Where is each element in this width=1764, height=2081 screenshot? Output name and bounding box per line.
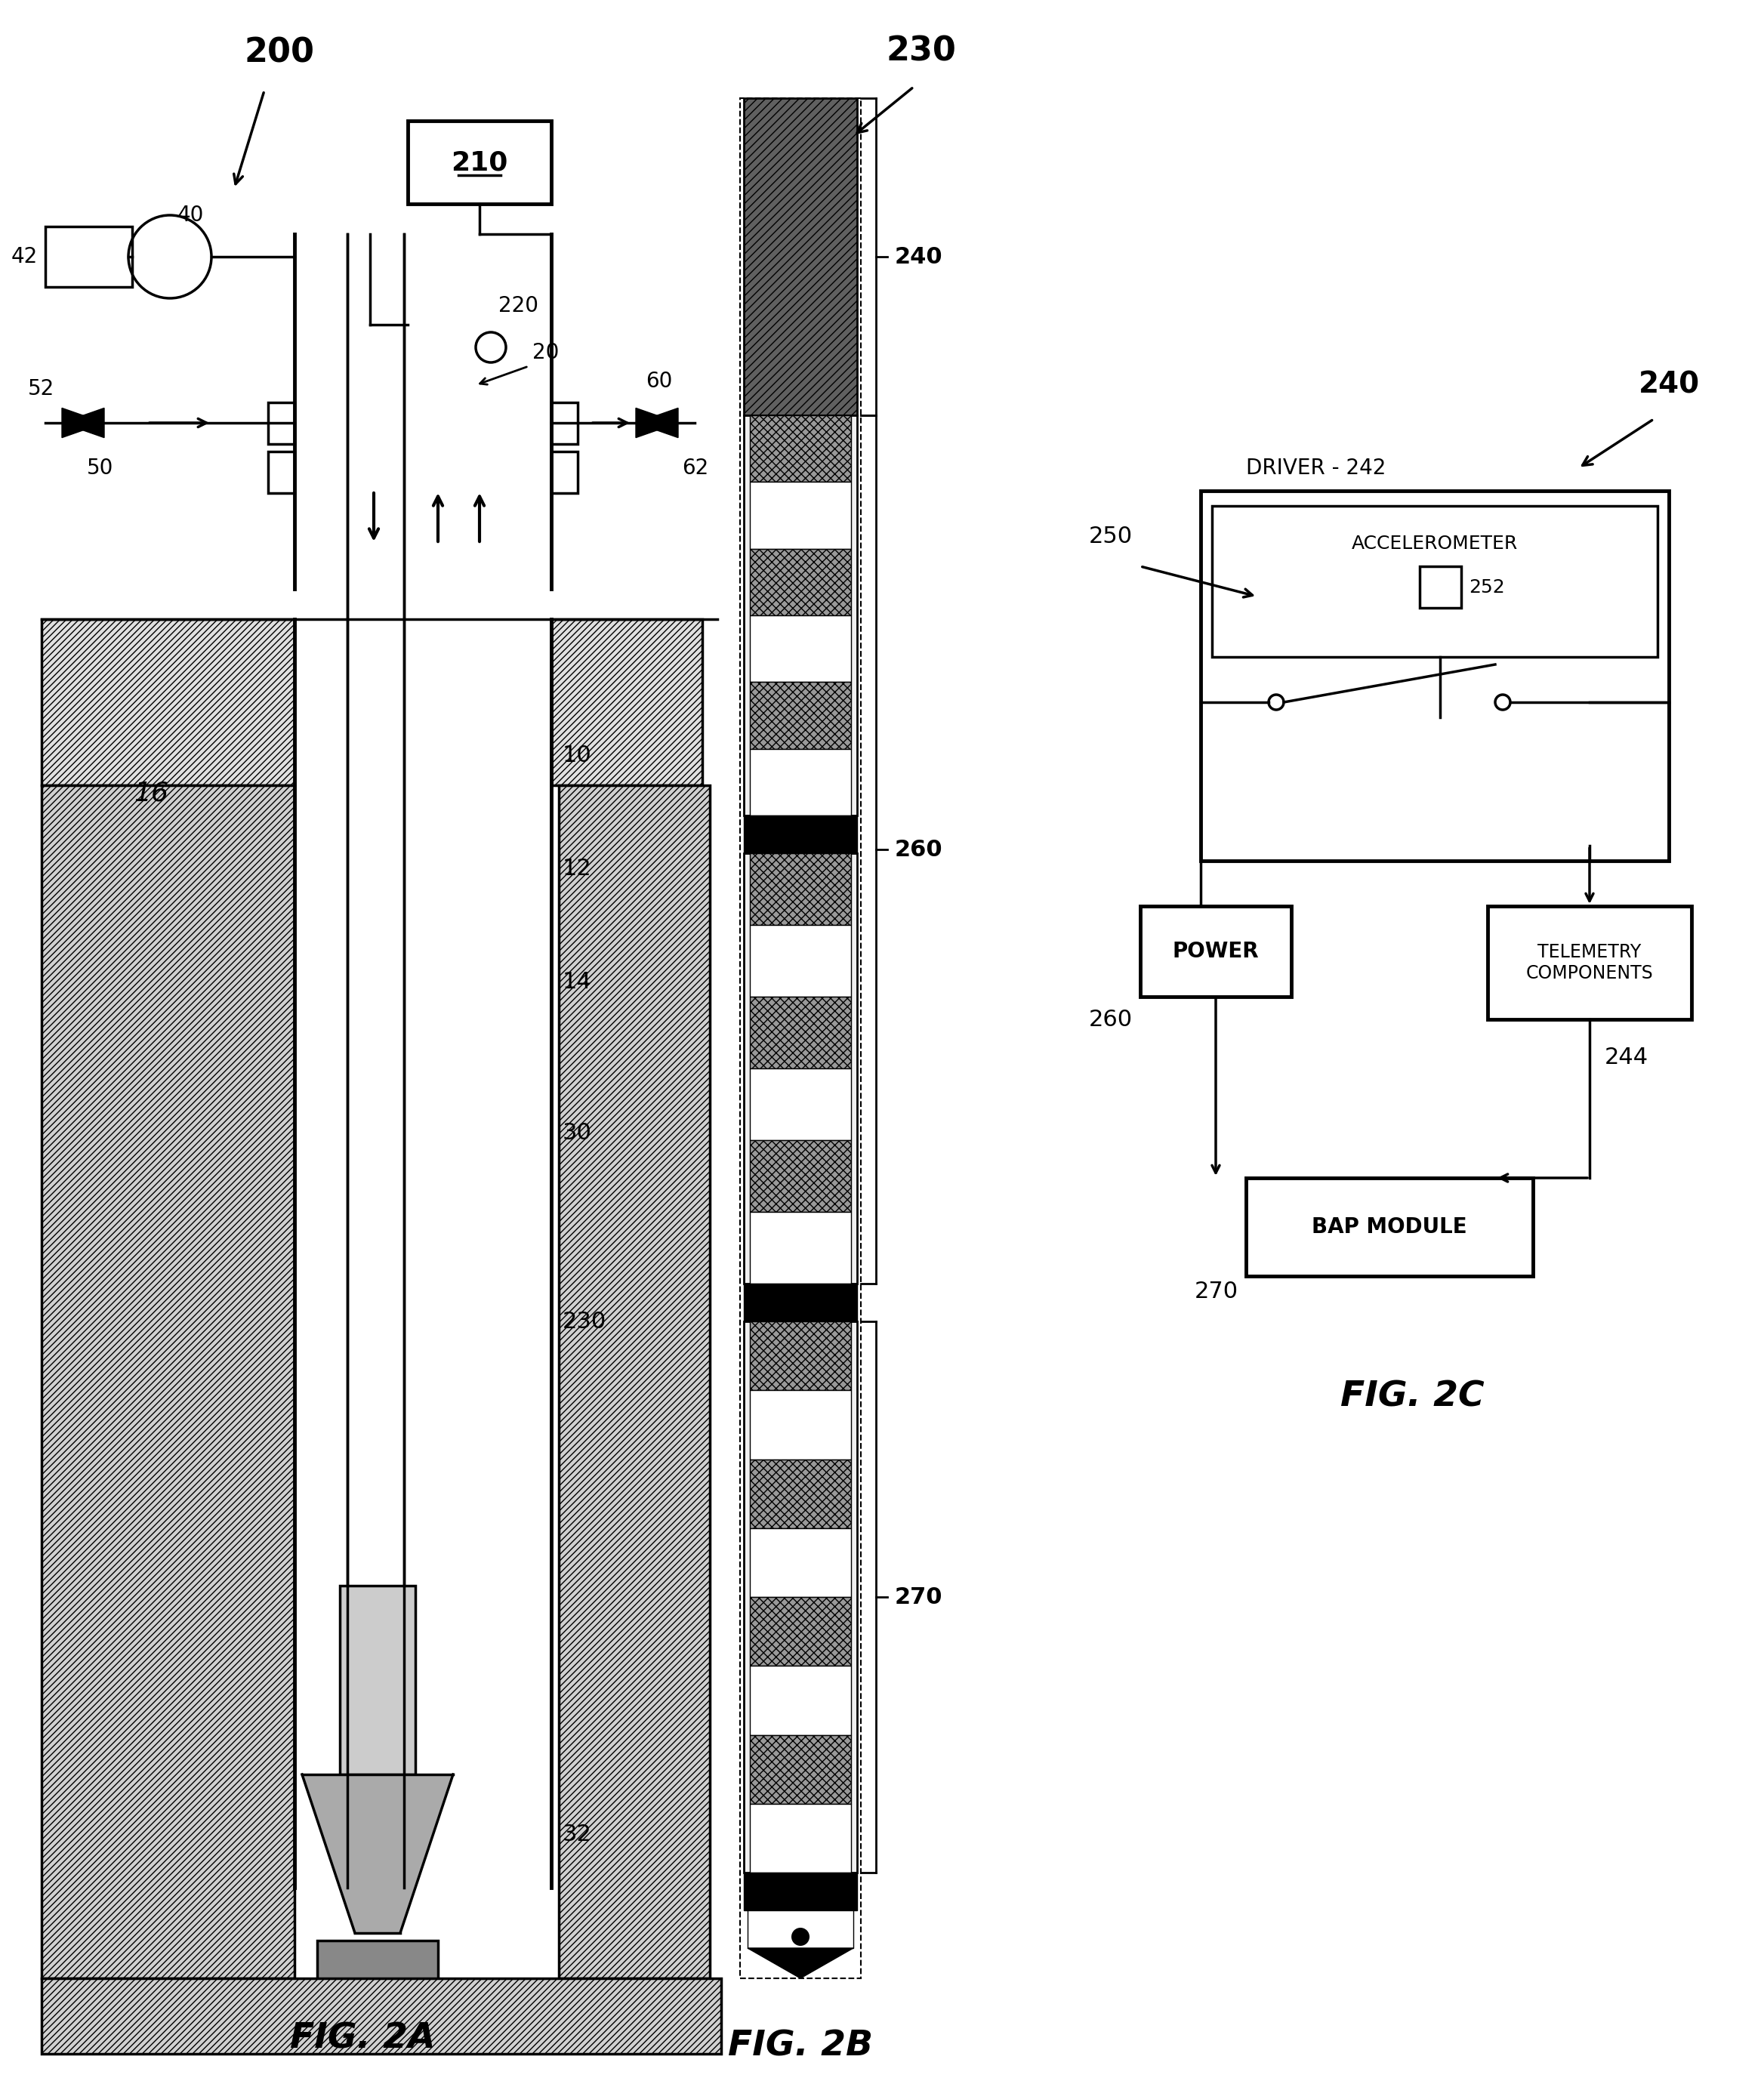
Polygon shape (635, 408, 677, 437)
Bar (268, 452, 295, 493)
Bar (268, 402, 295, 443)
Bar (750, 1459, 850, 1527)
Bar (1212, 506, 1658, 658)
Bar (744, 1873, 857, 1910)
Bar (750, 616, 850, 683)
Bar (750, 853, 850, 924)
Bar (1487, 905, 1692, 1020)
Text: 52: 52 (28, 379, 55, 400)
Bar (559, 785, 709, 1979)
Bar (318, 1942, 437, 2002)
Bar (42, 620, 295, 785)
Text: 40: 40 (178, 204, 205, 225)
Bar (744, 816, 857, 853)
Polygon shape (62, 408, 104, 437)
Bar (550, 620, 702, 785)
Text: 20: 20 (533, 341, 559, 364)
Bar (750, 683, 850, 749)
Text: DRIVER - 242: DRIVER - 242 (1245, 458, 1387, 479)
Bar (750, 1736, 850, 1804)
Text: FIG. 2B: FIG. 2B (729, 2029, 873, 2062)
Text: 10: 10 (563, 745, 593, 766)
Bar (750, 1804, 850, 1873)
Text: 244: 244 (1605, 1047, 1649, 1068)
Bar (750, 924, 850, 997)
Bar (42, 785, 295, 1979)
Bar (750, 997, 850, 1068)
Bar (750, 1321, 850, 1390)
Bar (750, 1140, 850, 1211)
Polygon shape (748, 1948, 854, 1979)
Bar (340, 1586, 415, 1775)
Bar (744, 1284, 857, 1321)
Text: 240: 240 (894, 246, 944, 268)
Bar (750, 1596, 850, 1667)
Bar (1201, 491, 1669, 862)
Text: 50: 50 (86, 458, 113, 479)
Polygon shape (62, 408, 104, 437)
Text: 16: 16 (134, 780, 168, 805)
Text: 200: 200 (243, 37, 314, 69)
Text: 30: 30 (563, 1122, 593, 1145)
Polygon shape (302, 1775, 453, 1933)
Bar (744, 98, 857, 416)
Circle shape (792, 1927, 810, 1946)
Bar (750, 549, 850, 616)
Bar (750, 416, 850, 483)
Bar (741, 98, 861, 1979)
Text: 270: 270 (1194, 1280, 1238, 1303)
Text: ACCELEROMETER: ACCELEROMETER (1351, 535, 1517, 554)
Bar (407, 121, 550, 204)
Bar (1245, 1178, 1533, 1276)
Bar (750, 483, 850, 549)
Bar (1140, 905, 1291, 997)
Text: 42: 42 (11, 246, 37, 266)
Bar (750, 749, 850, 816)
Bar (750, 1068, 850, 1140)
Bar (748, 1910, 854, 1948)
Text: 270: 270 (894, 1586, 942, 1609)
Bar (750, 1211, 850, 1284)
Text: TELEMETRY
COMPONENTS: TELEMETRY COMPONENTS (1526, 943, 1653, 982)
Text: FIG. 2C: FIG. 2C (1341, 1380, 1484, 1413)
Bar (744, 416, 857, 816)
Text: FIG. 2A: FIG. 2A (289, 2023, 436, 2056)
Text: 14: 14 (563, 970, 593, 993)
Bar (42, 1979, 721, 2054)
Bar (1420, 566, 1461, 608)
Bar (750, 1390, 850, 1459)
Text: 12: 12 (563, 857, 593, 880)
Text: 60: 60 (646, 370, 672, 391)
Text: 210: 210 (452, 150, 508, 175)
Bar (550, 452, 577, 493)
Bar (550, 402, 577, 443)
Text: 260: 260 (1088, 1009, 1132, 1030)
Text: 230: 230 (563, 1311, 607, 1332)
Text: BAP MODULE: BAP MODULE (1312, 1217, 1468, 1238)
Text: 230: 230 (886, 35, 956, 67)
Bar (744, 853, 857, 1284)
Bar (46, 227, 132, 287)
Bar (750, 1527, 850, 1596)
Text: 252: 252 (1469, 579, 1505, 595)
Text: POWER: POWER (1173, 941, 1259, 961)
Text: 250: 250 (1088, 524, 1132, 547)
Text: 220: 220 (499, 296, 538, 316)
Text: 62: 62 (683, 458, 709, 479)
Bar (744, 1321, 857, 1873)
Text: 32: 32 (563, 1823, 593, 1846)
Text: 260: 260 (894, 839, 944, 859)
Bar (750, 1667, 850, 1736)
Polygon shape (635, 408, 677, 437)
Text: 240: 240 (1639, 370, 1699, 400)
